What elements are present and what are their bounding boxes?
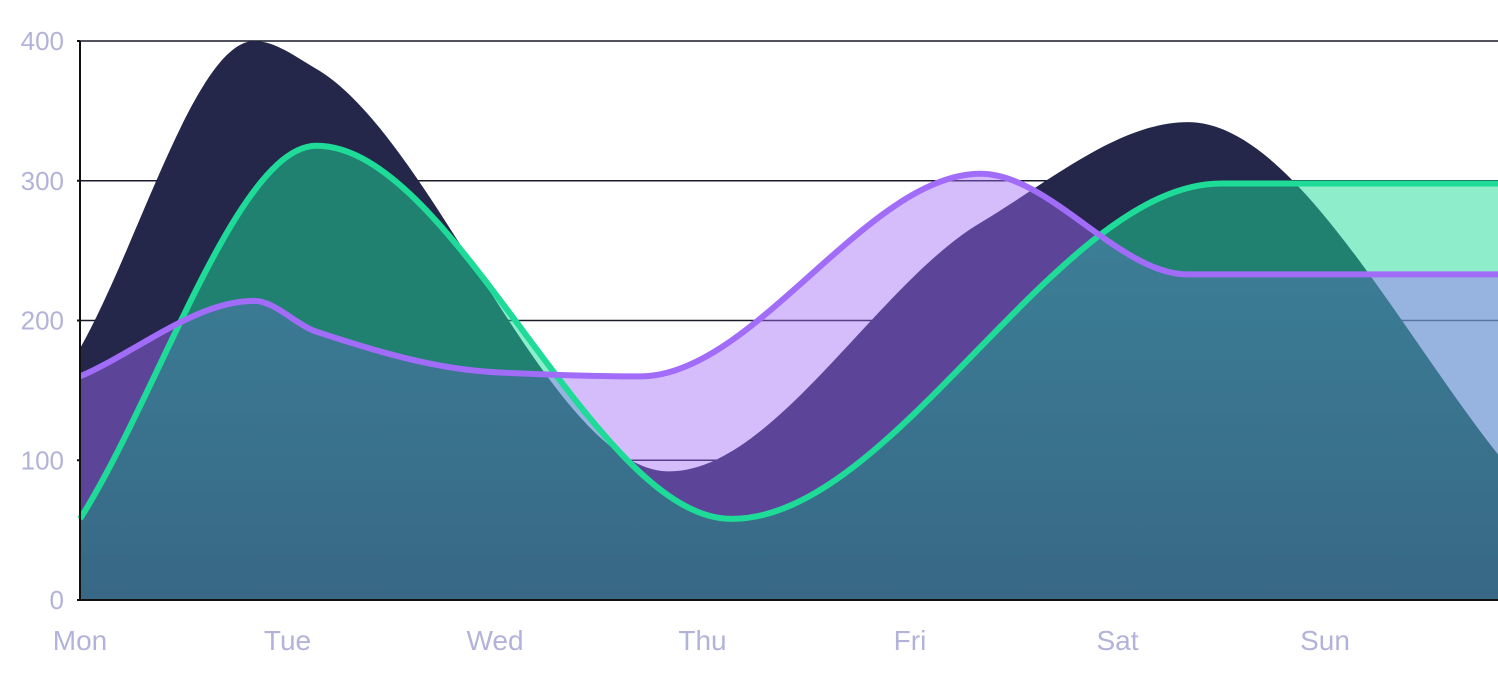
x-tick-label: Thu xyxy=(678,625,726,656)
y-tick-label: 300 xyxy=(21,166,64,196)
y-tick-label: 0 xyxy=(50,585,64,615)
x-tick-label: Wed xyxy=(466,625,523,656)
tick-labels: 0 100 200 300 400 Mon Tue Wed Thu Fri Sat Sun xyxy=(21,26,1350,656)
series-lines xyxy=(77,142,1498,522)
axes xyxy=(77,40,1498,601)
x-tick-label: Tue xyxy=(264,625,311,656)
x-tick-label: Fri xyxy=(894,625,927,656)
y-tick-label: 200 xyxy=(21,306,64,336)
y-tick-label: 100 xyxy=(21,445,64,475)
x-tick-label: Sat xyxy=(1096,625,1138,656)
line-green xyxy=(77,142,1498,522)
x-tick-label: Mon xyxy=(53,625,107,656)
y-tick-label: 400 xyxy=(21,26,64,56)
x-tick-label: Sun xyxy=(1300,625,1350,656)
line-purple xyxy=(78,170,1498,380)
